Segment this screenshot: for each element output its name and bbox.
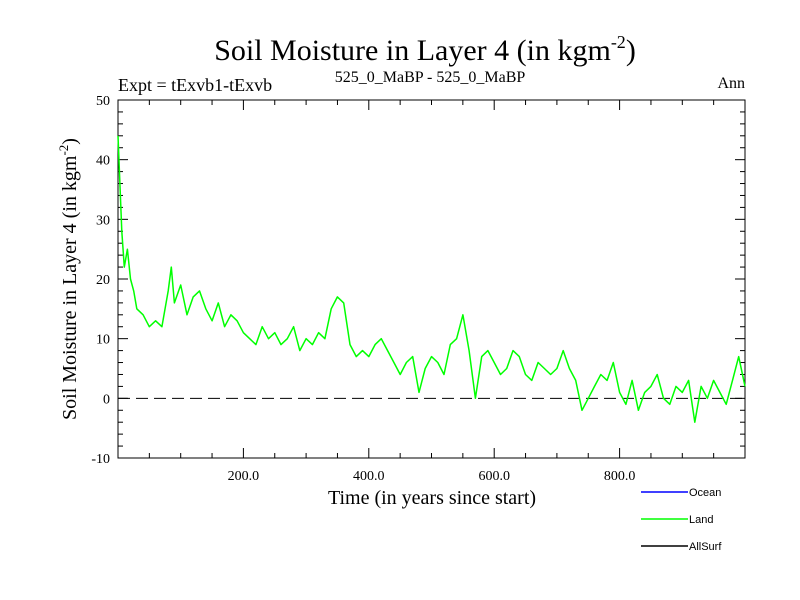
legend-label-allsurf: AllSurf [689, 541, 722, 553]
y-tick-label: 20 [96, 273, 110, 288]
y-axis-label: Soil Moisture in Layer 4 (in kgm-2) [56, 138, 81, 420]
subtitle-right: Ann [717, 75, 745, 92]
y-tick-label: -10 [91, 452, 110, 467]
x-tick-label: 200.0 [228, 469, 260, 484]
x-tick-label: 400.0 [353, 469, 385, 484]
x-axis: 200.0 400.0 600.0 800.0 [148, 100, 715, 484]
legend: Ocean Land AllSurf [641, 487, 722, 553]
y-axis-label-close: ) [59, 138, 81, 145]
legend-label-ocean: Ocean [689, 487, 721, 499]
y-tick-label: 30 [96, 213, 110, 228]
series-group [117, 135, 746, 423]
y-tick-label: 10 [96, 333, 110, 348]
subtitle-center: 525_0_MaBP - 525_0_MaBP [335, 69, 526, 86]
y-axis-label-sup: -2 [56, 145, 71, 156]
y-tick-label: 0 [103, 392, 110, 407]
x-tick-label: 800.0 [604, 469, 636, 484]
subtitle-left: Expt = tExvb1-tExvb [118, 75, 272, 95]
y-tick-label: 40 [96, 154, 110, 169]
chart-title: Soil Moisture in Layer 4 (in kgm-2) [214, 32, 636, 67]
series-line-land [117, 135, 746, 423]
legend-label-land: Land [689, 514, 713, 526]
x-tick-label: 600.0 [478, 469, 510, 484]
y-axis-label-main: Soil Moisture in Layer 4 (in kgm [59, 155, 81, 420]
chart-title-sup: -2 [611, 32, 626, 52]
y-axis: -10 0 10 20 30 40 50 [91, 94, 745, 467]
plot-frame [117, 99, 746, 459]
x-axis-label: Time (in years since start) [328, 487, 536, 509]
chart-title-main: Soil Moisture in Layer 4 (in kgm [214, 34, 611, 67]
y-tick-label: 50 [96, 94, 110, 109]
chart-title-close: ) [626, 34, 636, 67]
